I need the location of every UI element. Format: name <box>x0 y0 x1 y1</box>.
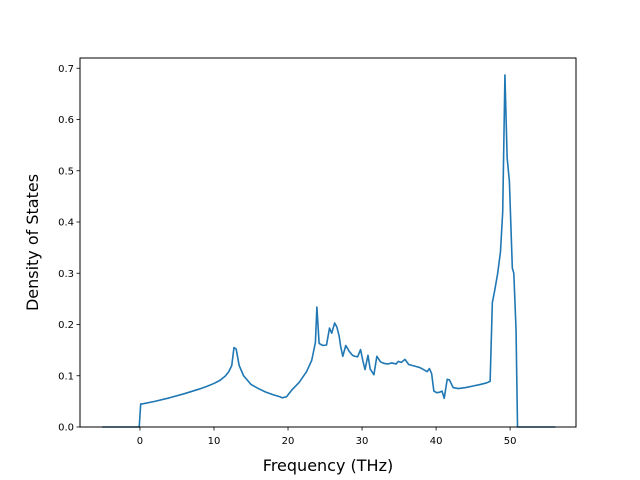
x-tick-label: 10 <box>208 436 221 447</box>
x-tick-label: 50 <box>504 436 517 447</box>
y-tick-label: 0.5 <box>58 166 74 177</box>
y-tick-label: 0.7 <box>58 64 74 75</box>
x-tick-label: 40 <box>430 436 443 447</box>
y-tick-label: 0.3 <box>58 269 74 280</box>
y-tick-label: 0.0 <box>58 423 74 434</box>
x-tick-label: 30 <box>356 436 369 447</box>
y-axis-label: Density of States <box>23 174 42 311</box>
y-tick-label: 0.6 <box>58 115 74 126</box>
y-tick-label: 0.2 <box>58 320 74 331</box>
ticks-layer: 0 10 20 30 40 50 0.0 0.1 0.2 0.3 0.4 0.5 0.6 0.7 <box>58 64 516 447</box>
data-layer <box>102 74 556 428</box>
x-axis-label: Frequency (THz) <box>263 456 393 475</box>
plot-area <box>80 58 576 427</box>
y-tick-label: 0.4 <box>58 218 74 229</box>
x-tick-label: 0 <box>137 436 143 447</box>
axes-frame <box>79 57 577 428</box>
y-tick-label: 0.1 <box>58 371 74 382</box>
x-tick-label: 20 <box>282 436 295 447</box>
dos-line-0 <box>102 74 556 428</box>
